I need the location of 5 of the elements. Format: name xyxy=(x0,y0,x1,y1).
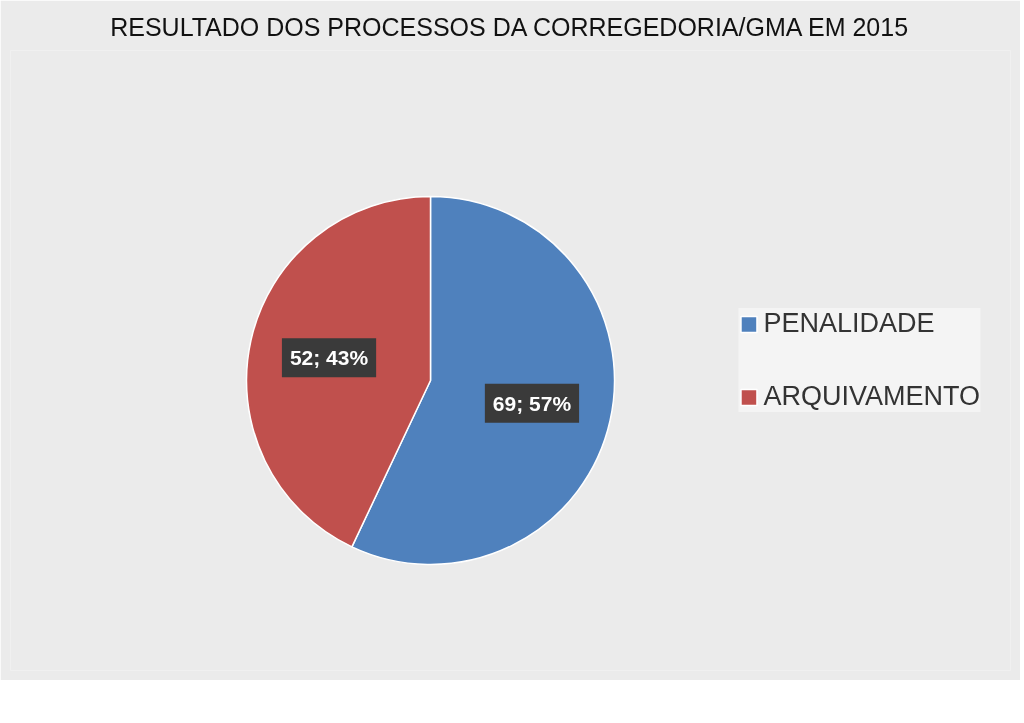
data-label: 52; 43% xyxy=(289,346,369,370)
legend-label: PENALIDADE xyxy=(763,308,935,339)
chart-title: RESULTADO DOS PROCESSOS DA CORREGEDORIA/GMA EM 2015 xyxy=(110,12,909,41)
data-label: 69; 57% xyxy=(492,391,572,415)
legend-label: ARQUIVAMENTO xyxy=(763,381,980,412)
